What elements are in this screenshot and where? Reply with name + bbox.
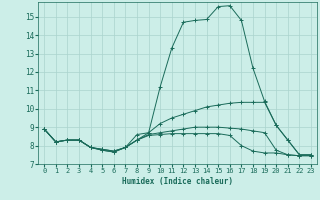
- X-axis label: Humidex (Indice chaleur): Humidex (Indice chaleur): [122, 177, 233, 186]
